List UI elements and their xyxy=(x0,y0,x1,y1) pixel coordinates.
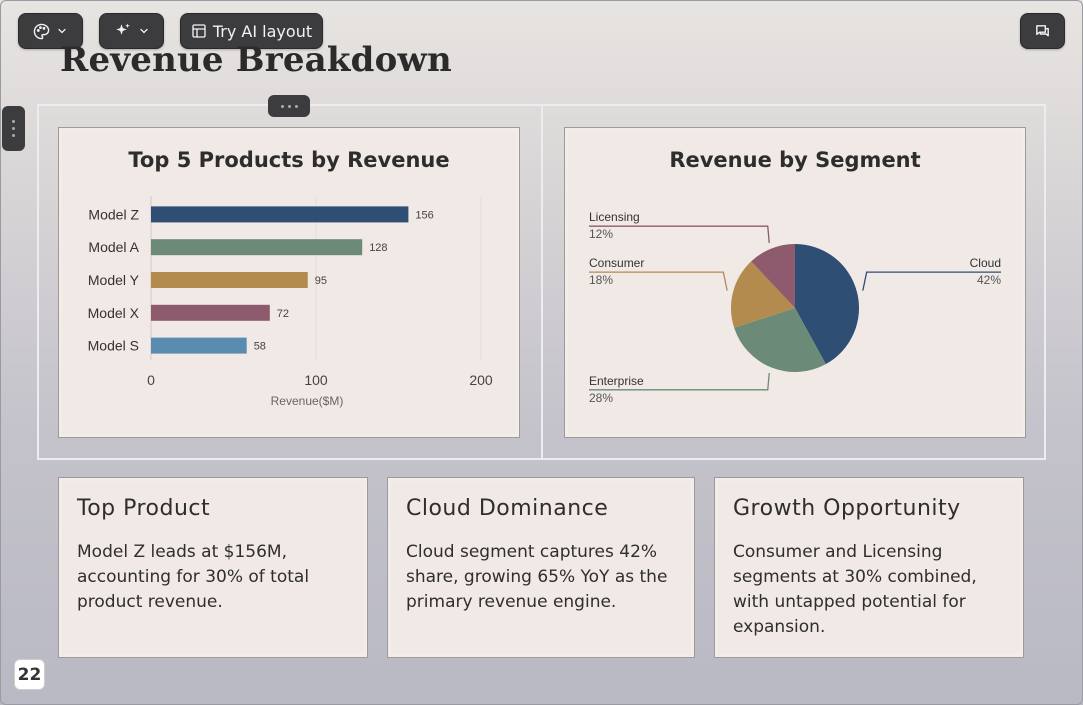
slice-percent: 42% xyxy=(977,273,1001,287)
pie-chart-title: Revenue by Segment xyxy=(669,148,921,172)
bar xyxy=(151,206,409,223)
bar-chart: 0 100 200 Revenue($M) Model Z 156 Model A 128 Mo… xyxy=(88,196,493,408)
insight-card-growth-opportunity[interactable]: Growth Opportunity Consumer and Licensin… xyxy=(714,477,1024,658)
insight-title: Growth Opportunity xyxy=(733,496,961,521)
slice-label: Enterprise xyxy=(589,374,644,388)
x-tick-label: 200 xyxy=(469,372,493,388)
insight-body: Consumer and Licensing segments at 30% c… xyxy=(733,542,977,637)
pie-chart-card[interactable]: Revenue by Segment Cloud 42% Enterprise 28%… xyxy=(564,127,1026,438)
try-ai-layout-button[interactable]: Try AI layout xyxy=(180,13,323,49)
theme-menu-button[interactable] xyxy=(18,13,83,49)
chat-icon xyxy=(1036,24,1049,36)
drag-handle[interactable] xyxy=(268,95,310,117)
side-drag-handle[interactable] xyxy=(2,106,25,151)
insight-title: Top Product xyxy=(77,496,211,521)
y-tick-label: Model Y xyxy=(88,272,140,288)
callout-line xyxy=(862,271,1001,291)
slide-title[interactable]: Revenue Breakdown xyxy=(60,40,452,80)
y-tick-label: Model A xyxy=(88,239,139,255)
x-axis-label: Revenue($M) xyxy=(271,394,344,408)
data-label: 58 xyxy=(254,341,266,353)
data-label: 95 xyxy=(315,275,327,287)
insight-body: Cloud segment captures 42% share, growin… xyxy=(406,542,668,612)
chevron-down-icon xyxy=(58,28,66,34)
ai-menu-button[interactable] xyxy=(99,13,164,49)
x-tick-label: 100 xyxy=(304,372,328,388)
bar xyxy=(151,337,247,354)
pie-slice xyxy=(731,261,795,328)
data-label: 156 xyxy=(415,209,433,221)
insight-title: Cloud Dominance xyxy=(406,496,609,521)
y-tick-label: Model S xyxy=(88,338,139,354)
insight-body: Model Z leads at $156M, accounting for 3… xyxy=(77,542,310,612)
y-tick-label: Model Z xyxy=(88,206,139,222)
pie-chart: Cloud 42% Enterprise 28% Consumer 18% Licensin… xyxy=(589,210,1001,405)
try-ai-layout-label: Try AI layout xyxy=(212,21,313,41)
pie-slice xyxy=(751,244,795,308)
insight-card-cloud-dominance[interactable]: Cloud Dominance Cloud segment captures 4… xyxy=(387,477,695,658)
insight-card-top-product[interactable]: Top Product Model Z leads at $156M, acco… xyxy=(58,477,368,658)
slice-label: Consumer xyxy=(589,256,644,270)
y-tick-label: Model X xyxy=(88,305,140,321)
slice-percent: 28% xyxy=(589,391,613,405)
callout-line xyxy=(589,271,728,291)
callout-line xyxy=(589,373,770,391)
bar xyxy=(151,239,363,256)
callout-line xyxy=(589,225,770,243)
layout-icon xyxy=(192,24,206,38)
bar-chart-title: Top 5 Products by Revenue xyxy=(128,148,450,172)
bar xyxy=(151,272,308,288)
slice-label: Licensing xyxy=(589,210,640,224)
slice-percent: 12% xyxy=(589,227,613,241)
pie-slice xyxy=(795,244,859,365)
sparkles-icon xyxy=(115,23,130,35)
chevron-down-icon xyxy=(139,28,148,34)
x-tick-label: 0 xyxy=(147,372,155,388)
slice-percent: 18% xyxy=(589,273,613,287)
layout-grid-divider[interactable] xyxy=(541,104,543,460)
bar xyxy=(151,304,270,321)
comments-button[interactable] xyxy=(1020,13,1065,49)
data-label: 72 xyxy=(277,308,289,320)
page-number[interactable]: 22 xyxy=(14,659,45,690)
bar-chart-card[interactable]: Top 5 Products by Revenue 0 100 200 Revenue… xyxy=(58,127,520,438)
slice-label: Cloud xyxy=(970,256,1001,270)
pie-slice xyxy=(734,308,826,372)
data-label: 128 xyxy=(369,242,387,254)
palette-icon xyxy=(33,23,50,39)
